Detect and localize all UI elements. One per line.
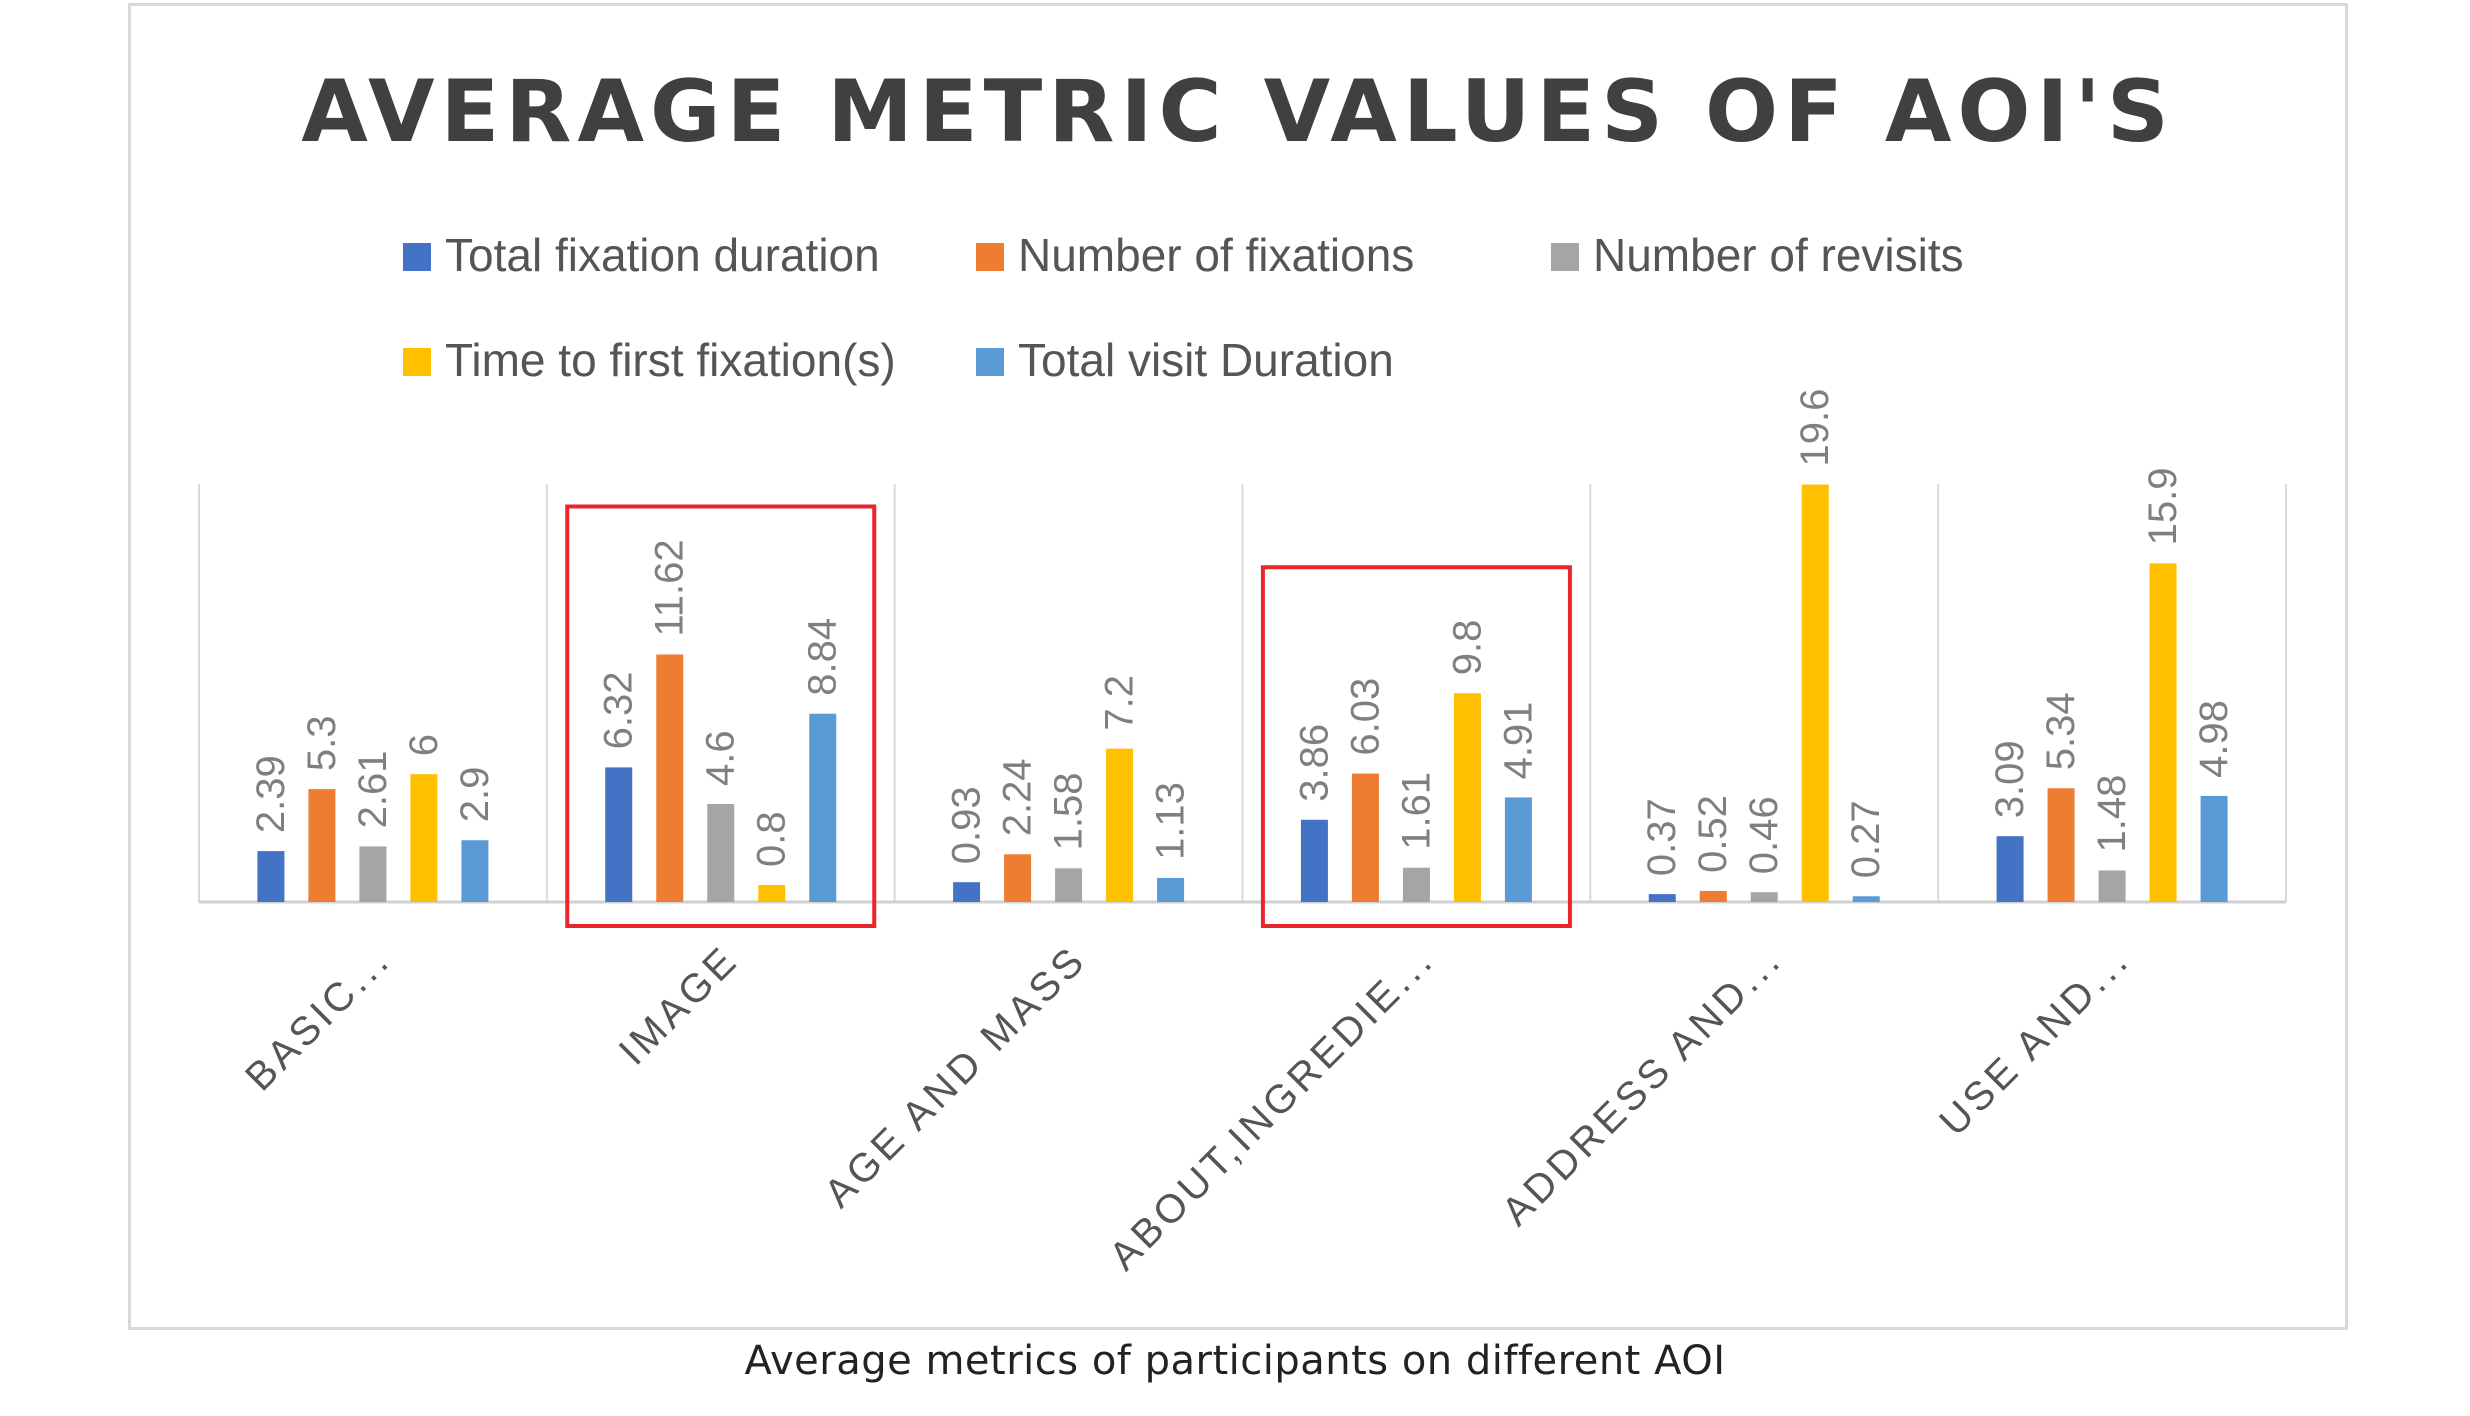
data-label: 0.27 bbox=[1844, 800, 1888, 878]
category-label: BASIC... bbox=[237, 937, 399, 1099]
legend-label: Total visit Duration bbox=[1018, 334, 1394, 386]
bar bbox=[1351, 773, 1379, 902]
data-label: 0.93 bbox=[945, 786, 989, 864]
data-label: 3.86 bbox=[1292, 724, 1336, 802]
category-label: USE AND... bbox=[1931, 937, 2138, 1144]
data-label: 6 bbox=[402, 734, 446, 756]
data-label: 0.52 bbox=[1691, 795, 1735, 873]
data-label: 0.8 bbox=[750, 811, 794, 867]
data-label: 7.2 bbox=[1098, 675, 1142, 731]
bar bbox=[1004, 854, 1032, 902]
data-label: 8.84 bbox=[801, 618, 845, 696]
highlight-box bbox=[1260, 565, 1572, 928]
bar bbox=[2149, 563, 2177, 902]
data-label: 2.61 bbox=[351, 751, 395, 829]
data-label: 5.34 bbox=[2039, 692, 2083, 770]
data-label: 15.9 bbox=[2141, 467, 2185, 545]
legend-swatch bbox=[403, 243, 431, 271]
bar bbox=[1402, 867, 1430, 902]
bar bbox=[953, 882, 981, 902]
category-labels: BASIC... IMAGE AGE AND MASS ABOUT,INGREDIE.… bbox=[237, 937, 2138, 1279]
data-label: 6.03 bbox=[1343, 678, 1387, 756]
legend-swatch bbox=[1551, 243, 1579, 271]
data-label: 1.48 bbox=[2090, 775, 2134, 853]
highlights bbox=[565, 504, 1572, 928]
bar bbox=[758, 884, 786, 902]
bar bbox=[2047, 788, 2075, 902]
bar bbox=[308, 789, 336, 902]
bar bbox=[809, 713, 837, 902]
data-label: 19.6 bbox=[1793, 389, 1837, 467]
bar bbox=[1750, 892, 1778, 902]
data-label: 6.32 bbox=[597, 672, 641, 750]
bar bbox=[1504, 797, 1532, 902]
legend-label: Number of revisits bbox=[1593, 229, 1964, 281]
legend-label: Total fixation duration bbox=[445, 229, 880, 281]
legend-label: Number of fixations bbox=[1018, 229, 1414, 281]
bar bbox=[410, 774, 438, 902]
bar bbox=[1055, 868, 1083, 902]
bar bbox=[1852, 896, 1880, 902]
category-label: ABOUT,INGREDIE... bbox=[1101, 937, 1443, 1279]
category-label: IMAGE bbox=[611, 937, 747, 1073]
bar bbox=[257, 851, 285, 902]
bar bbox=[1157, 877, 1185, 902]
data-label: 9.8 bbox=[1445, 620, 1489, 676]
legend-label: Time to first fixation(s) bbox=[445, 334, 896, 386]
data-label: 4.98 bbox=[2192, 700, 2236, 778]
bars bbox=[257, 484, 2228, 902]
data-label: 1.13 bbox=[1149, 782, 1193, 860]
data-label: 0.46 bbox=[1742, 796, 1786, 874]
legend-swatch bbox=[403, 348, 431, 376]
gridlines bbox=[198, 484, 2287, 904]
data-label: 11.62 bbox=[648, 539, 692, 636]
bar bbox=[2200, 795, 2228, 902]
bar bbox=[2098, 870, 2126, 902]
data-label: 4.91 bbox=[1496, 702, 1540, 780]
data-label: 2.9 bbox=[453, 767, 497, 823]
bar bbox=[1106, 748, 1134, 902]
legend: Total fixation duration Number of fixatio… bbox=[403, 229, 1964, 386]
data-label: 1.58 bbox=[1047, 772, 1091, 850]
figure-caption: Average metrics of participants on diffe… bbox=[744, 1338, 1726, 1384]
category-label: ADDRESS AND... bbox=[1494, 937, 1791, 1234]
legend-swatch bbox=[976, 348, 1004, 376]
bar bbox=[359, 846, 387, 902]
data-label: 2.24 bbox=[996, 758, 1040, 836]
chart-frame: AVERAGE METRIC VALUES OF AOI'S Total fix… bbox=[128, 3, 2348, 1330]
bar bbox=[656, 654, 684, 902]
legend-swatch bbox=[976, 243, 1004, 271]
data-label: 4.6 bbox=[699, 730, 743, 786]
data-label: 2.39 bbox=[249, 755, 293, 833]
chart-svg: AVERAGE METRIC VALUES OF AOI'S Total fix… bbox=[198, 62, 2287, 1279]
chart-title: AVERAGE METRIC VALUES OF AOI'S bbox=[301, 62, 2175, 162]
bar bbox=[461, 840, 489, 902]
bar bbox=[1648, 894, 1676, 902]
category-label: AGE AND MASS bbox=[816, 937, 1095, 1216]
data-label: 0.37 bbox=[1640, 798, 1684, 876]
bar bbox=[1300, 819, 1328, 902]
data-label: 3.09 bbox=[1988, 740, 2032, 818]
bar bbox=[1996, 836, 2024, 902]
highlight-box bbox=[565, 504, 877, 928]
bar bbox=[1453, 693, 1481, 902]
bar bbox=[605, 767, 633, 902]
bar bbox=[1801, 484, 1829, 902]
data-label: 5.3 bbox=[300, 716, 344, 772]
bar bbox=[707, 804, 735, 902]
bar bbox=[1699, 890, 1727, 902]
data-label: 1.61 bbox=[1394, 772, 1438, 850]
